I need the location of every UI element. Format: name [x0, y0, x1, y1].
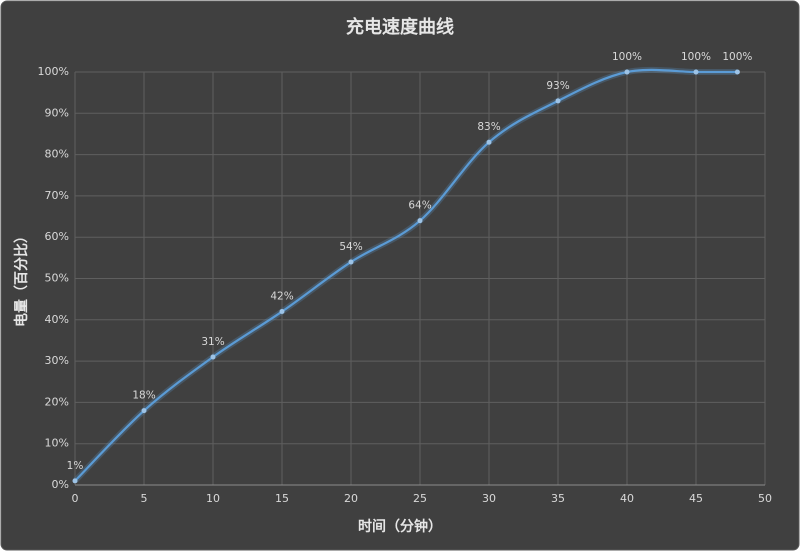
y-tick-label: 20%: [45, 395, 69, 408]
x-tick-label: 35: [551, 492, 565, 505]
y-tick-label: 70%: [45, 189, 69, 202]
x-tick-label: 50: [758, 492, 772, 505]
x-tick-label: 20: [344, 492, 358, 505]
point: [72, 478, 78, 484]
data-label: 1%: [67, 460, 84, 472]
data-label: 100%: [681, 51, 711, 63]
line: [74, 68, 738, 482]
data-label: 100%: [722, 51, 752, 63]
data-label: 64%: [408, 200, 431, 212]
point: [624, 69, 630, 75]
x-tick-label: 5: [141, 492, 148, 505]
y-tick-label: 40%: [45, 313, 69, 326]
point: [734, 69, 740, 75]
chart-title: 充电速度曲线: [346, 16, 454, 38]
y-tick-label: 10%: [45, 437, 69, 450]
data-label: 93%: [546, 80, 569, 92]
point: [141, 408, 147, 414]
point: [210, 354, 216, 360]
y-tick-label: 90%: [45, 106, 69, 119]
data-label: 83%: [477, 121, 500, 133]
x-tick-label: 10: [206, 492, 220, 505]
data-label: 18%: [132, 390, 155, 402]
data-label: 42%: [270, 291, 293, 303]
point: [417, 218, 423, 224]
x-tick-label: 25: [413, 492, 427, 505]
y-tick-label: 0%: [52, 478, 69, 491]
y-axis-label: 电量（百分比）: [13, 229, 30, 327]
x-tick-label: 40: [620, 492, 634, 505]
point: [279, 309, 285, 315]
point: [486, 139, 492, 145]
x-tick-label: 0: [72, 492, 79, 505]
point: [693, 69, 699, 75]
y-tick-label: 60%: [45, 230, 69, 243]
x-tick-label: 30: [482, 492, 496, 505]
y-tick-label: 30%: [45, 354, 69, 367]
data-label: 31%: [201, 336, 224, 348]
x-axis-label: 时间（分钟）: [358, 518, 442, 535]
point: [348, 259, 354, 265]
data-label: 100%: [612, 51, 642, 63]
y-tick-label: 50%: [45, 272, 69, 285]
data-label: 54%: [339, 241, 362, 253]
x-tick-label: 45: [689, 492, 703, 505]
x-tick-label: 15: [275, 492, 289, 505]
point: [555, 98, 561, 104]
y-tick-label: 100%: [38, 65, 69, 78]
y-tick-label: 80%: [45, 148, 69, 161]
